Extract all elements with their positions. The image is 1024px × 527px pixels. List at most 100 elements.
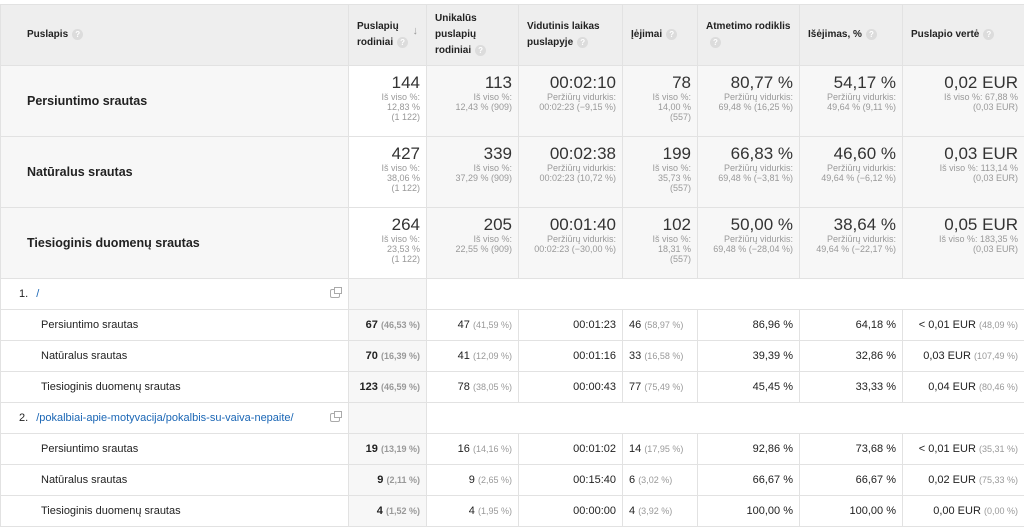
cell-percent: (16,58 %) bbox=[644, 351, 683, 361]
metric-comparison: 69,48 % (16,25 %) bbox=[702, 102, 793, 112]
metric-comparison: 69,48 % (−28,04 %) bbox=[702, 244, 793, 254]
table-cell: 4 (1,95 %) bbox=[427, 496, 519, 527]
help-icon[interactable]: ? bbox=[866, 29, 877, 40]
cell-value: 33 bbox=[629, 350, 641, 362]
cell-value: 41 bbox=[458, 350, 470, 362]
column-header[interactable]: Išėjimas, %? bbox=[800, 5, 903, 66]
cell-value: 64,18 % bbox=[856, 319, 896, 331]
page-row: 2. /pokalbiai-apie-motyvacija/pokalbis-su… bbox=[1, 403, 1024, 434]
open-external-icon[interactable] bbox=[330, 413, 340, 422]
table-cell: 78 (38,05 %) bbox=[427, 372, 519, 403]
table-cell: 00:00:43 bbox=[519, 372, 623, 403]
metric-comparison: Iš viso %: bbox=[431, 92, 512, 102]
column-header[interactable]: Vidutinis laikas puslapyje? bbox=[519, 5, 623, 66]
column-header[interactable]: Įėjimai? bbox=[623, 5, 698, 66]
row-label: Natūralus srautas bbox=[1, 341, 349, 372]
cell-value: 14 bbox=[629, 443, 641, 455]
table-cell: 66,67 % bbox=[800, 465, 903, 496]
row-label: Tiesioginis duomenų srautas bbox=[1, 372, 349, 403]
summary-cell: 66,83 %Peržiūrų vidurkis:69,48 % (−3,81 … bbox=[698, 137, 800, 208]
table-cell: 00:00:00 bbox=[519, 496, 623, 527]
column-header[interactable]: Puslapio vertė? bbox=[903, 5, 1024, 66]
cell-percent: (17,95 %) bbox=[644, 444, 683, 454]
help-icon[interactable]: ? bbox=[475, 45, 486, 56]
summary-cell: 80,77 %Peržiūrų vidurkis:69,48 % (16,25 … bbox=[698, 66, 800, 137]
table-cell: 33 (16,58 %) bbox=[623, 341, 698, 372]
page-index: 2. bbox=[19, 412, 28, 424]
column-header[interactable]: Atmetimo rodiklis? bbox=[698, 5, 800, 66]
help-icon[interactable]: ? bbox=[72, 29, 83, 40]
cell-value: 100,00 % bbox=[850, 505, 896, 517]
table-cell: 47 (41,59 %) bbox=[427, 310, 519, 341]
row-label: Tiesioginis duomenų srautas bbox=[1, 208, 349, 279]
cell-value: < 0,01 EUR bbox=[919, 319, 976, 331]
cell-value: 9 bbox=[469, 474, 475, 486]
open-external-icon[interactable] bbox=[330, 289, 340, 298]
cell-value: 0,04 EUR bbox=[928, 381, 976, 393]
cell-value: 00:15:40 bbox=[573, 474, 616, 486]
cell-value: 39,39 % bbox=[753, 350, 793, 362]
metric-comparison: Peržiūrų vidurkis: bbox=[523, 163, 616, 173]
help-icon[interactable]: ? bbox=[666, 29, 677, 40]
table-cell: 64,18 % bbox=[800, 310, 903, 341]
column-header[interactable]: Unikalūs puslapių rodiniai? bbox=[427, 5, 519, 66]
table-cell: < 0,01 EUR (48,09 %) bbox=[903, 310, 1024, 341]
metric-value: 0,05 EUR bbox=[907, 216, 1018, 234]
cell-value: 45,45 % bbox=[753, 381, 793, 393]
metric-value: 38,64 % bbox=[804, 216, 896, 234]
page-link[interactable]: / bbox=[36, 288, 39, 300]
column-header-label: Atmetimo rodiklis bbox=[706, 21, 790, 32]
help-icon[interactable]: ? bbox=[397, 37, 408, 48]
table-cell: 00:15:40 bbox=[519, 465, 623, 496]
cell-value: 46 bbox=[629, 319, 641, 331]
table-cell: 86,96 % bbox=[698, 310, 800, 341]
metric-comparison: 00:02:23 (−9,15 %) bbox=[523, 102, 616, 112]
metric-comparison: (557) bbox=[627, 254, 691, 264]
metric-comparison: 18,31 % bbox=[627, 244, 691, 254]
metric-value: 205 bbox=[431, 216, 512, 234]
cell-value: 78 bbox=[458, 381, 470, 393]
table-cell: 66,67 % bbox=[698, 465, 800, 496]
table-cell: 19 (13,19 %) bbox=[349, 434, 427, 465]
cell-value: 00:00:00 bbox=[573, 505, 616, 517]
cell-percent: (46,59 %) bbox=[381, 382, 420, 392]
table-cell: 0,03 EUR (107,49 %) bbox=[903, 341, 1024, 372]
table-cell: 92,86 % bbox=[698, 434, 800, 465]
cell-percent: (75,49 %) bbox=[644, 382, 683, 392]
table-cell: 73,68 % bbox=[800, 434, 903, 465]
cell-value: 47 bbox=[458, 319, 470, 331]
sort-arrow-icon[interactable]: ↓ bbox=[413, 23, 419, 39]
metric-value: 50,00 % bbox=[702, 216, 793, 234]
cell-percent: (14,16 %) bbox=[473, 444, 512, 454]
cell-percent: (38,05 %) bbox=[473, 382, 512, 392]
table-cell: 9 (2,65 %) bbox=[427, 465, 519, 496]
metric-comparison: (0,03 EUR) bbox=[907, 173, 1018, 183]
cell-value: 32,86 % bbox=[856, 350, 896, 362]
metric-value: 144 bbox=[353, 74, 420, 92]
column-header[interactable]: Puslapis? bbox=[1, 5, 349, 66]
table-cell: 32,86 % bbox=[800, 341, 903, 372]
table-cell: 4 (3,92 %) bbox=[623, 496, 698, 527]
help-icon[interactable]: ? bbox=[710, 37, 721, 48]
page-link[interactable]: /pokalbiai-apie-motyvacija/pokalbis-su-v… bbox=[36, 412, 293, 424]
cell-percent: (0,00 %) bbox=[984, 506, 1018, 516]
metric-value: 339 bbox=[431, 145, 512, 163]
metric-comparison: 69,48 % (−3,81 %) bbox=[702, 173, 793, 183]
help-icon[interactable]: ? bbox=[577, 37, 588, 48]
summary-cell: 50,00 %Peržiūrų vidurkis:69,48 % (−28,04… bbox=[698, 208, 800, 279]
table-cell: 00:01:02 bbox=[519, 434, 623, 465]
cell-value: 33,33 % bbox=[856, 381, 896, 393]
help-icon[interactable]: ? bbox=[983, 29, 994, 40]
metric-comparison: 23,53 % bbox=[353, 244, 420, 254]
table-cell: 4 (1,52 %) bbox=[349, 496, 427, 527]
column-header[interactable]: ↓Puslapių rodiniai? bbox=[349, 5, 427, 66]
metric-comparison: Iš viso %: 113,14 % bbox=[907, 163, 1018, 173]
metric-value: 0,02 EUR bbox=[907, 74, 1018, 92]
metric-value: 0,03 EUR bbox=[907, 145, 1018, 163]
metric-value: 80,77 % bbox=[702, 74, 793, 92]
metric-comparison: Peržiūrų vidurkis: bbox=[804, 163, 896, 173]
